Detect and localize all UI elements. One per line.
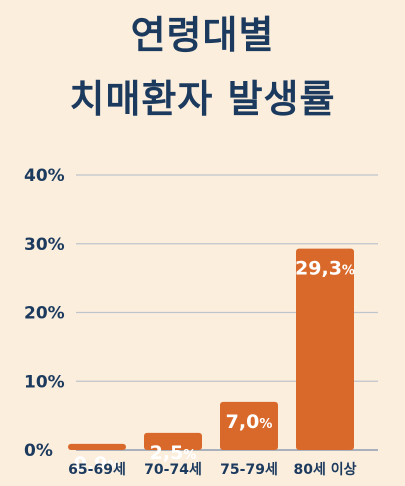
y-axis-ticks: 0% 10% 20% 30% 40% [24,166,65,461]
x-tick-label: 80세 이상 [294,461,357,478]
x-tick-label: 70-74세 [144,462,202,478]
bar [144,432,202,450]
bar [68,443,126,450]
bars [68,248,354,450]
x-tick-label: 75-79세 [220,462,278,478]
y-tick-label: 20% [24,304,65,324]
data-labels: 0,9% 2,5% 7,0% 29,3% [74,258,355,475]
chart-title-line-1: 연령대별 [130,13,275,57]
data-label: 0,9% [74,453,121,475]
chart-title-line-2: 치매환자 발생률 [69,77,336,121]
x-tick-label: 65-69세 [68,462,126,478]
y-tick-label: 10% [24,372,65,392]
y-tick-label: 40% [24,166,65,186]
data-label: 29,3% [295,258,355,280]
data-label: 7,0% [226,411,273,433]
bar [296,248,354,450]
data-label: 2,5% [150,442,197,464]
x-axis-ticks: 65-69세 70-74세 75-79세 80세 이상 [68,461,356,478]
y-tick-label: 0% [24,441,53,461]
y-tick-label: 30% [24,235,65,255]
bar [220,401,278,450]
